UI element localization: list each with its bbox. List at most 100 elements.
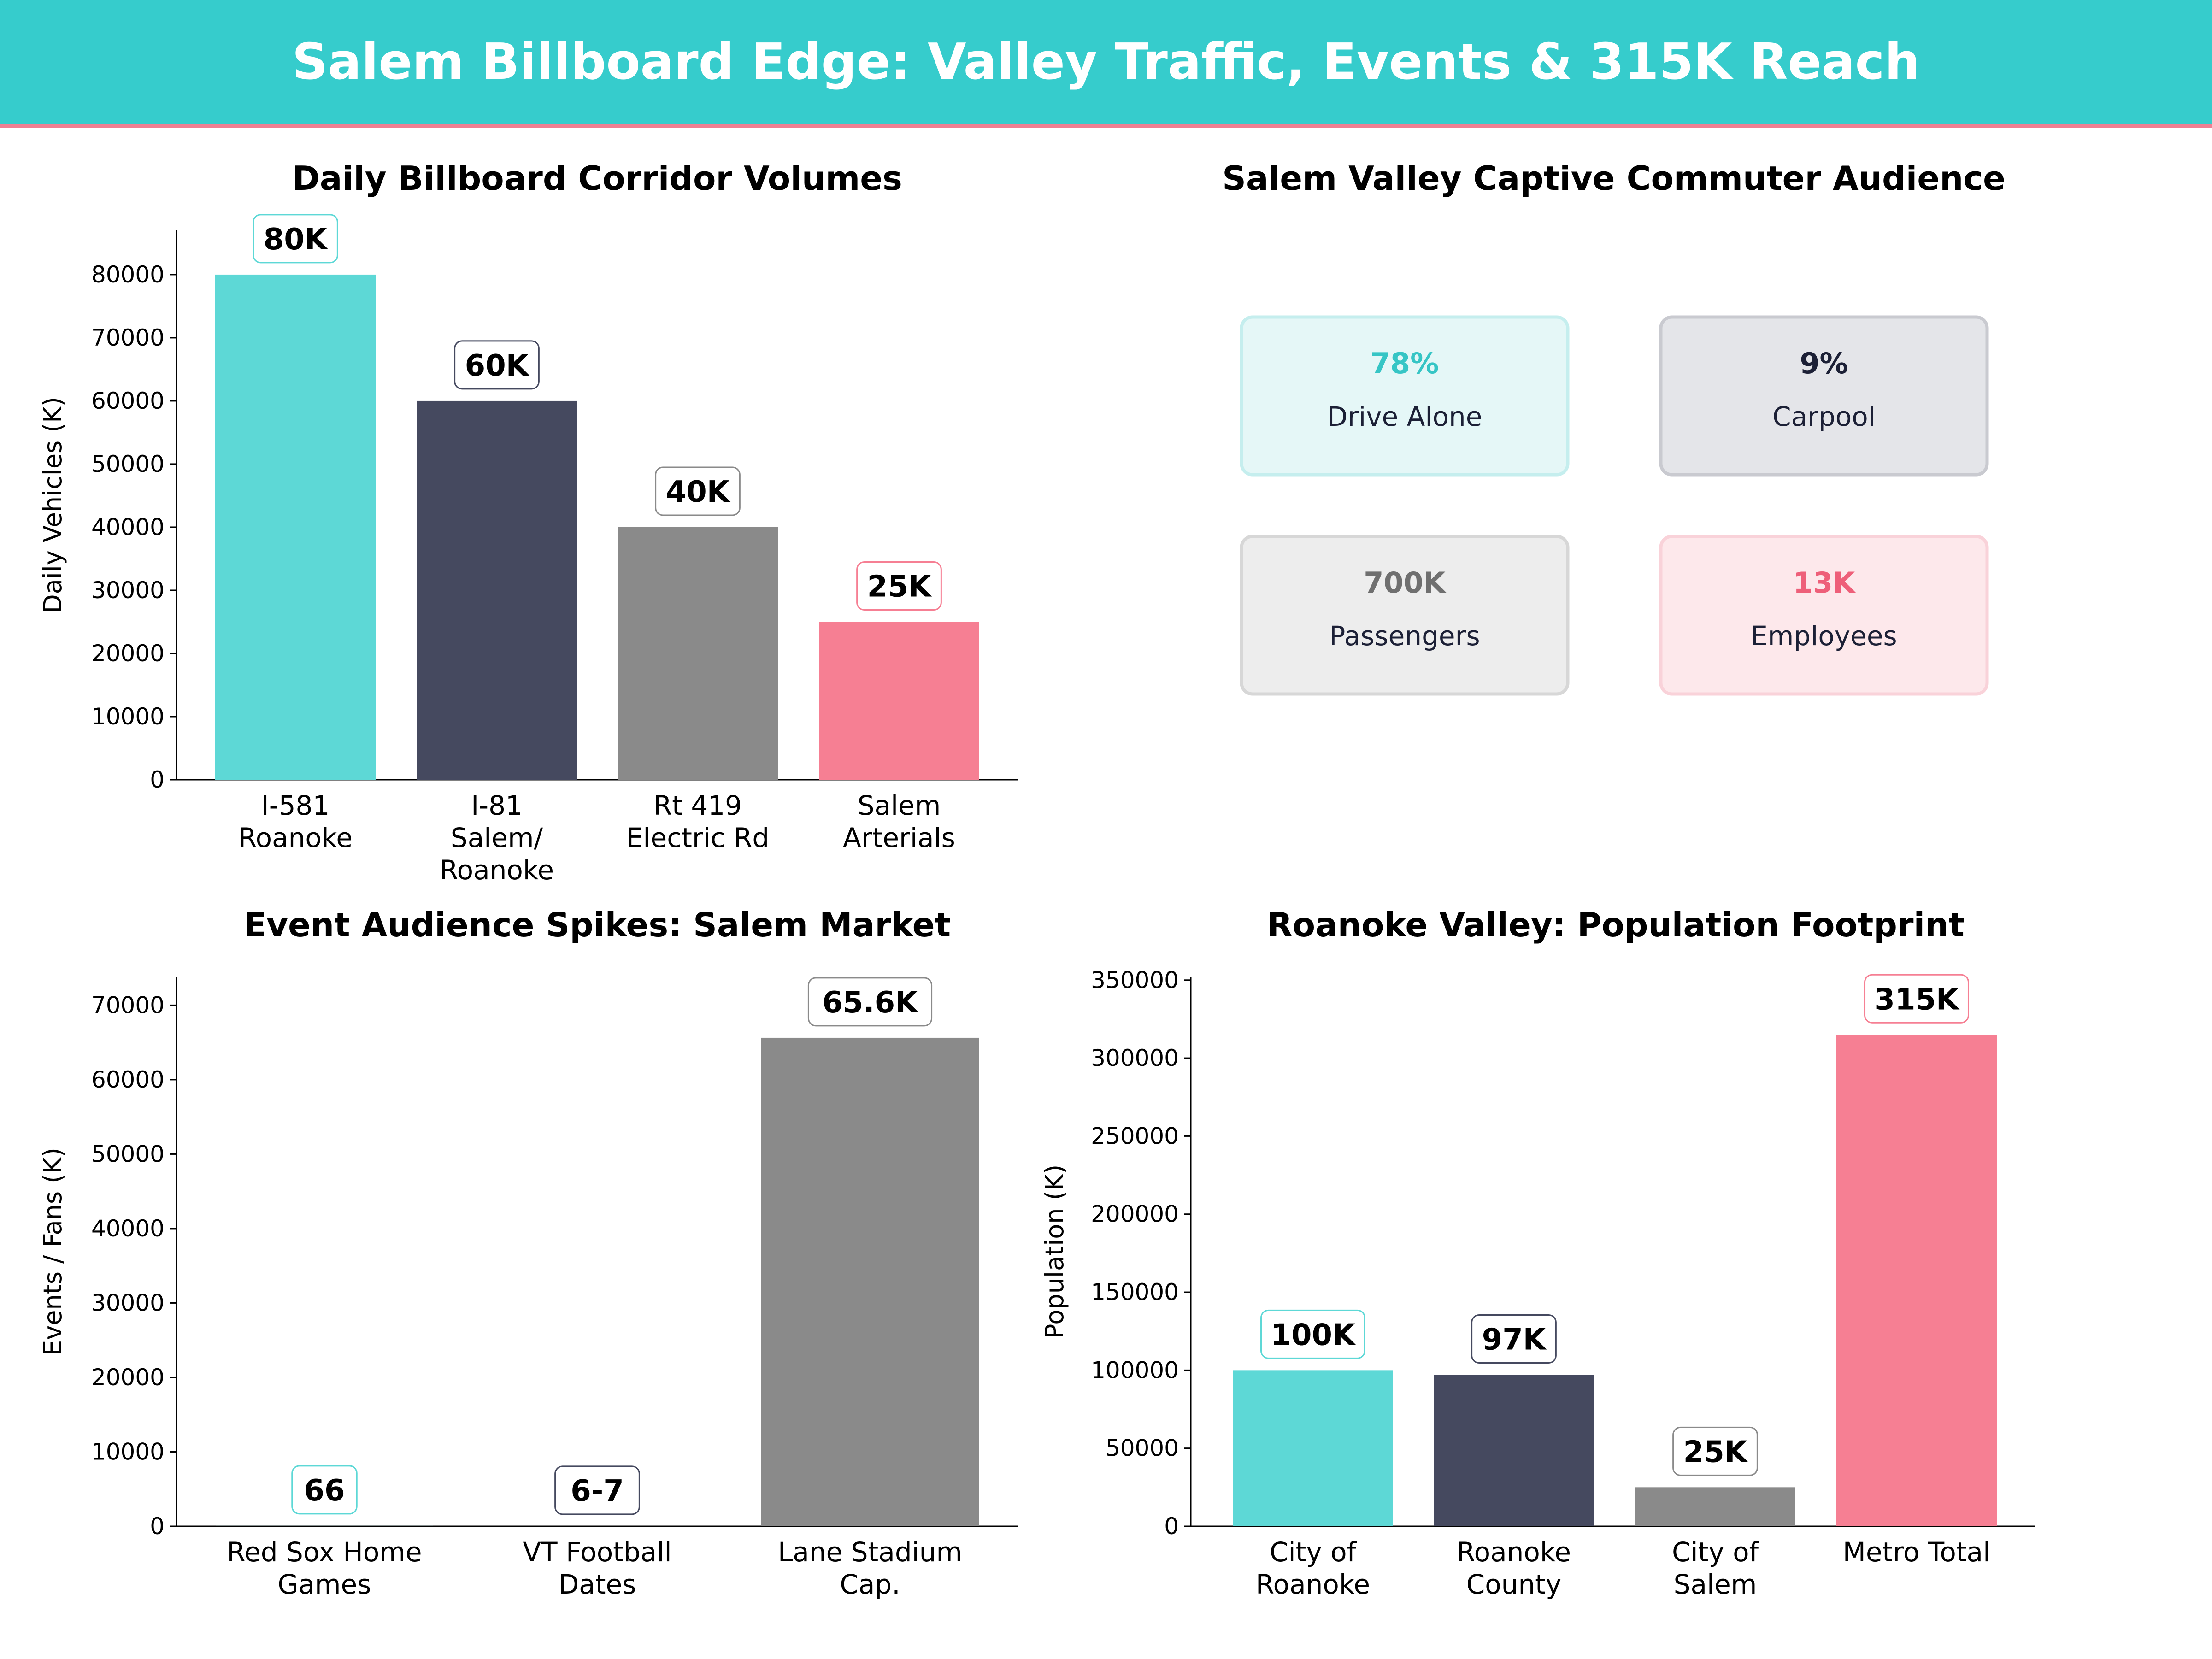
data-label-box [291,1465,358,1515]
y-tick-label: 0 [150,766,165,793]
y-tick-label: 150000 [1091,1279,1179,1306]
y-tick-label: 250000 [1091,1123,1179,1149]
data-label-text: 65.6K [822,986,919,1020]
y-tick-label: 20000 [91,640,165,667]
y-tick-label: 30000 [91,577,165,604]
y-tick-label: 40000 [91,514,165,541]
kpi-label: Drive Alone [1327,401,1483,432]
kpi-value: 78% [1371,347,1439,380]
x-tick-label: City of Roanoke [1256,1536,1370,1600]
y-tick-label: 50000 [1106,1435,1179,1462]
data-label-box [1672,1426,1758,1476]
data-label-text: 100K [1271,1318,1356,1352]
x-tick-label: VT Football Dates [523,1536,671,1600]
y-axis-label: Population (K) [1040,1165,1069,1339]
data-label-box [1864,974,1969,1024]
kpi-label: Carpool [1772,401,1876,432]
bar [215,274,376,780]
kpi-card: 700K Passengers [1240,535,1570,696]
data-label-box [253,214,338,264]
chart0-plot: 0 10000 20000 30000 40000 50000 60000 70000 8000… [38,214,1018,886]
y-tick-label: 20000 [91,1364,165,1391]
kpi-card-bg [1659,535,1989,696]
data-label: 100K [1260,1309,1365,1359]
data-label: 25K [856,561,942,611]
data-label-box [1471,1314,1557,1364]
kpi-value: 700K [1364,566,1446,600]
kpi-card-bg [1240,535,1570,696]
data-label: 25K [1672,1426,1758,1476]
y-tick-label: 0 [150,1513,165,1540]
data-label-box [807,977,933,1027]
data-label-text: 25K [1683,1435,1748,1469]
y-tick-label: 0 [1164,1513,1179,1540]
data-label: 66 [291,1465,358,1515]
x-tick-label: Red Sox Home Games [227,1536,422,1600]
x-tick-label: Metro Total [1843,1536,1990,1568]
bar [618,527,778,780]
x-tick-label: I-581 Roanoke [238,790,353,853]
bar [1233,1370,1393,1526]
kpi-label: Passengers [1329,620,1480,652]
y-tick-label: 10000 [91,1438,165,1465]
data-label: 65.6K [807,977,933,1027]
y-tick-label: 40000 [91,1215,165,1242]
kpi-value: 9% [1800,347,1848,380]
data-label-text: 97K [1482,1323,1547,1357]
chart-title-commuter: Salem Valley Captive Commuter Audience [1222,159,2006,198]
data-label: 6-7 [554,1465,640,1515]
data-label-text: 6-7 [571,1474,624,1508]
y-tick-label: 100000 [1091,1357,1179,1383]
data-label: 80K [253,214,338,264]
y-tick-label: 60000 [91,388,165,414]
data-label: 60K [454,340,540,390]
y-tick-label: 70000 [91,992,165,1018]
bar [417,400,577,780]
data-label-text: 60K [465,349,530,383]
y-tick-label: 70000 [91,324,165,351]
bar [1635,1487,1795,1526]
kpi-label: Employees [1751,620,1897,652]
chart-title-population: Roanoke Valley: Population Footprint [1267,906,1965,944]
data-label-text: 315K [1874,982,1960,1017]
y-tick-label: 60000 [91,1066,165,1093]
y-tick-label: 300000 [1091,1045,1179,1071]
data-label: 40K [655,466,741,516]
data-label-box [454,340,540,390]
chart-title-events: Event Audience Spikes: Salem Market [244,906,951,944]
bar [1836,1035,1997,1526]
kpi-card-bg [1659,315,1989,477]
y-axis-label: Daily Vehicles (K) [38,397,67,613]
chart3-plot: 0 50000 100000 150000 200000 250000 300000 3500… [1040,967,2035,1600]
x-tick-label: Rt 419 Electric Rd [626,790,769,853]
bar [1434,1375,1594,1526]
x-tick-label: I-81 Salem/Roanoke [440,790,554,886]
y-tick-label: 50000 [91,451,165,477]
data-label-box [1260,1309,1365,1359]
y-tick-label: 80000 [91,261,165,288]
kpi-card: 9% Carpool [1659,315,1989,477]
x-tick-label: Roanoke County [1457,1536,1571,1600]
x-tick-label: Lane Stadium Cap. [778,1536,962,1600]
chart-title-corridor: Daily Billboard Corridor Volumes [292,159,902,198]
data-label: 315K [1864,974,1969,1024]
x-tick-label: City of Salem [1672,1536,1759,1600]
y-tick-label: 10000 [91,703,165,730]
data-label-text: 25K [867,570,932,604]
title-banner: Salem Billboard Edge: Valley Traffic, Ev… [0,0,2212,128]
data-label-text: 40K [666,475,731,509]
data-label-box [655,466,741,516]
y-tick-label: 50000 [91,1141,165,1167]
bar [761,1037,979,1526]
y-tick-label: 30000 [91,1289,165,1316]
data-label-box [856,561,942,611]
data-label-text: 80K [264,223,329,257]
kpi-card: 78% Drive Alone [1240,315,1570,477]
y-axis-label: Events / Fans (K) [38,1147,67,1356]
data-label: 97K [1471,1314,1557,1364]
bar [819,622,979,780]
y-tick-label: 350000 [1091,967,1179,994]
data-label-text: 66 [304,1474,345,1508]
data-label-box [554,1465,640,1515]
chart2-plot: 0 10000 20000 30000 40000 50000 60000 70000 Even… [38,977,1018,1600]
